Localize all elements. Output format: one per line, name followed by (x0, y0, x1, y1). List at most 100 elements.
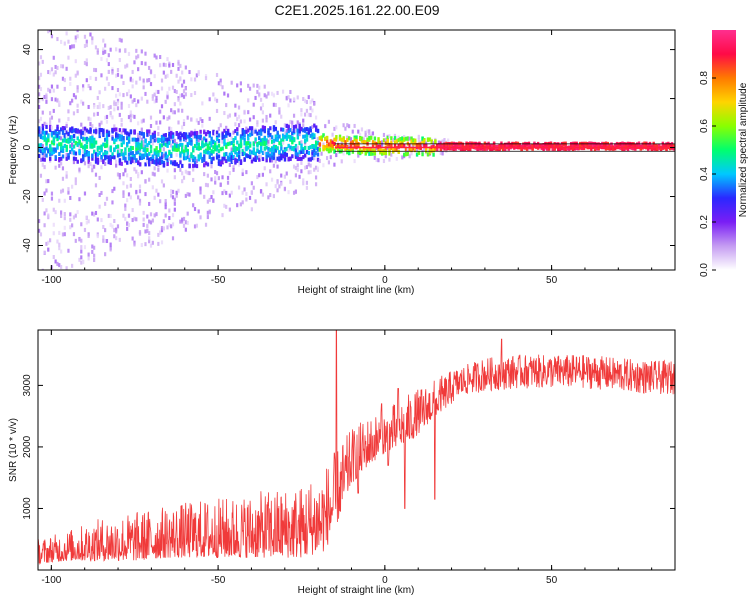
heatmap-cell (314, 182, 318, 187)
heatmap-cell (252, 129, 255, 134)
heatmap-cell (164, 205, 167, 210)
heatmap-cell (94, 159, 98, 164)
heatmap-cell (148, 201, 151, 206)
heatmap-cell (54, 165, 57, 170)
heatmap-cell (83, 144, 87, 149)
heatmap-cell (199, 136, 202, 141)
heatmap-cell (507, 146, 510, 151)
heatmap-cell (219, 183, 222, 188)
heatmap-cell (296, 120, 299, 125)
heatmap-cell (72, 215, 76, 220)
heatmap-cell (96, 50, 99, 55)
heatmap-cell (221, 156, 224, 161)
heatmap-cell (179, 77, 182, 82)
heatmap-cell (82, 126, 85, 131)
heatmap-cell (641, 144, 644, 149)
heatmap-cell (336, 147, 340, 152)
heatmap-cell (604, 144, 608, 149)
heatmap-cell (105, 155, 109, 160)
heatmap-cell (41, 151, 45, 156)
heatmap-cell (138, 134, 142, 139)
heatmap-cell (243, 157, 246, 162)
heatmap-cell (274, 148, 278, 153)
heatmap-cell (551, 143, 555, 148)
heatmap-cell (265, 182, 268, 187)
heatmap-cell (643, 144, 646, 149)
heatmap-cell (208, 131, 211, 136)
heatmap-cell (62, 25, 64, 29)
heatmap-cell (261, 192, 264, 197)
heatmap-cell (142, 85, 145, 90)
heatmap-cell (223, 111, 226, 116)
heatmap-cell (263, 142, 267, 147)
heatmap-cell (177, 120, 180, 125)
heatmap-cell (287, 124, 290, 129)
heatmap-cell (230, 151, 234, 156)
heatmap-cell (170, 69, 173, 74)
heatmap-cell (223, 91, 226, 96)
heatmap-cell (214, 169, 217, 174)
heatmap-cell (338, 136, 342, 141)
heatmap-cell (184, 144, 188, 149)
heatmap-cell (171, 195, 175, 200)
heatmap-cell (177, 97, 180, 102)
heatmap-cell (250, 126, 254, 131)
heatmap-cell (217, 161, 221, 166)
heatmap-cell (225, 125, 228, 130)
heatmap-cell (78, 147, 81, 152)
heatmap-cell (267, 146, 270, 151)
heatmap-cell (159, 138, 162, 143)
heatmap-cell (302, 149, 305, 154)
heatmap-cell (151, 157, 155, 162)
heatmap-cell (269, 126, 272, 131)
heatmap-cell (82, 260, 85, 265)
heatmap-cell (335, 135, 338, 140)
heatmap-cell (168, 138, 171, 143)
heatmap-cell (50, 265, 54, 270)
heatmap-cell (459, 146, 463, 151)
heatmap-cell (201, 144, 204, 149)
heatmap-cell (151, 185, 154, 190)
heatmap-cell (590, 144, 593, 149)
heatmap-cell (313, 156, 316, 161)
heatmap-cell (303, 134, 307, 139)
heatmap-cell (173, 89, 176, 94)
heatmap-cell (65, 31, 68, 36)
heatmap-cell (314, 165, 318, 170)
heatmap-cell (41, 268, 44, 270)
heatmap-cell (204, 74, 208, 79)
heatmap-cell (96, 234, 99, 239)
heatmap-cell (96, 145, 100, 150)
heatmap-cell (247, 110, 250, 115)
heatmap-cell (347, 124, 351, 129)
heatmap-cell (58, 135, 61, 140)
heatmap-cell (280, 127, 283, 132)
heatmap-cell (129, 118, 132, 123)
heatmap-cell (76, 88, 79, 93)
heatmap-cell (173, 138, 176, 143)
heatmap-cell (131, 113, 134, 118)
heatmap-cell (357, 153, 360, 158)
heatmap-cell (82, 149, 85, 154)
heatmap-cell (155, 212, 158, 217)
heatmap-cell (192, 167, 195, 172)
heatmap-cell (278, 107, 281, 112)
heatmap-cell (434, 139, 437, 144)
heatmap-cell (256, 83, 259, 88)
heatmap-cell (234, 158, 237, 163)
heatmap-cell (133, 167, 136, 172)
heatmap-cell (247, 154, 250, 159)
heatmap-cell (100, 128, 103, 133)
heatmap-cell (127, 139, 131, 144)
heatmap-cell (151, 159, 155, 164)
heatmap-cell (153, 53, 156, 58)
heatmap-cell (553, 146, 556, 151)
heatmap-cell (80, 135, 83, 140)
heatmap-cell (168, 115, 171, 120)
heatmap-cell (228, 132, 232, 137)
heatmap-cell (193, 131, 197, 136)
heatmap-cell (325, 139, 329, 144)
heatmap-cell (80, 158, 83, 163)
heatmap-cell (142, 222, 145, 227)
heatmap-cell (105, 136, 109, 141)
